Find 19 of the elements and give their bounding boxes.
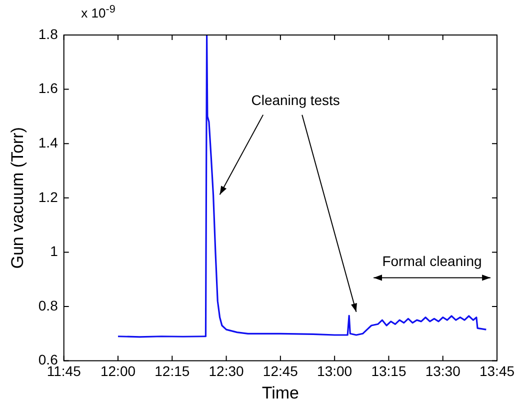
annotation: Cleaning tests (251, 92, 340, 108)
x-tick-label: 12:15 (154, 363, 190, 380)
x-axis-title: Time (262, 383, 300, 402)
text: x 10$^{-9}$ (81, 4, 116, 21)
x-tick-label: 13:15 (371, 363, 406, 380)
x-tick-label: 13:45 (479, 363, 515, 380)
y-tick-label: 1.8 (38, 26, 58, 42)
x-tick-label: 12:30 (208, 363, 244, 380)
x-tick-label: 13:00 (317, 363, 352, 380)
x-tick-label: 13:30 (425, 363, 461, 380)
y-axis-title: Gun vacuum (Torr) (8, 127, 27, 269)
y-tick-label: 1.6 (38, 80, 58, 96)
y-tick-label: 1.2 (38, 188, 58, 205)
y-tick-label: 1.4 (38, 134, 58, 150)
y-tick-label: 0.8 (38, 297, 58, 314)
x-tick-label: 12:00 (100, 363, 136, 380)
x-tick-label: 12:45 (262, 363, 298, 380)
y-tick-label: 1 (50, 243, 58, 260)
annotation: Formal cleaning (382, 253, 482, 270)
